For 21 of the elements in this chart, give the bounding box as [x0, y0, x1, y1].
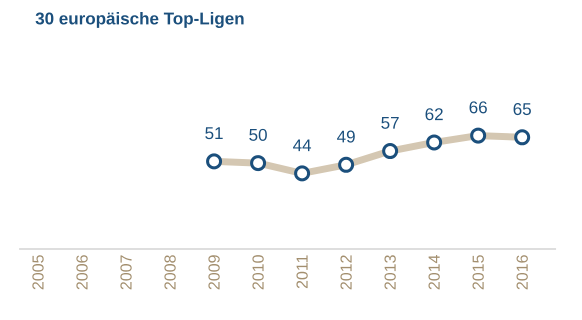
data-label: 65 [514, 103, 531, 116]
x-tick-label: 2005 [32, 255, 44, 290]
data-label: 62 [426, 108, 443, 120]
x-tick-label: 2012 [340, 255, 352, 290]
data-label: 66 [470, 101, 487, 114]
x-tick-label: 2007 [120, 255, 132, 290]
x-tick-label: 2013 [384, 255, 396, 290]
data-label: 50 [249, 128, 267, 141]
x-tick-label: 2016 [516, 255, 528, 290]
x-tick-label: 2009 [208, 255, 220, 290]
x-tick-label: 2011 [296, 255, 308, 288]
data-label: 49 [337, 130, 355, 143]
data-label: 44 [293, 139, 312, 152]
x-tick-label: 2006 [76, 255, 88, 290]
x-tick-label: 2008 [164, 255, 176, 290]
data-label: 51 [205, 127, 223, 140]
data-label: 57 [381, 116, 399, 129]
x-tick-label: 2014 [428, 255, 440, 290]
chart-title: 30 europäische Top-Ligen [36, 12, 244, 28]
x-tick-label: 2015 [472, 255, 484, 290]
x-tick-label: 2010 [252, 255, 264, 290]
